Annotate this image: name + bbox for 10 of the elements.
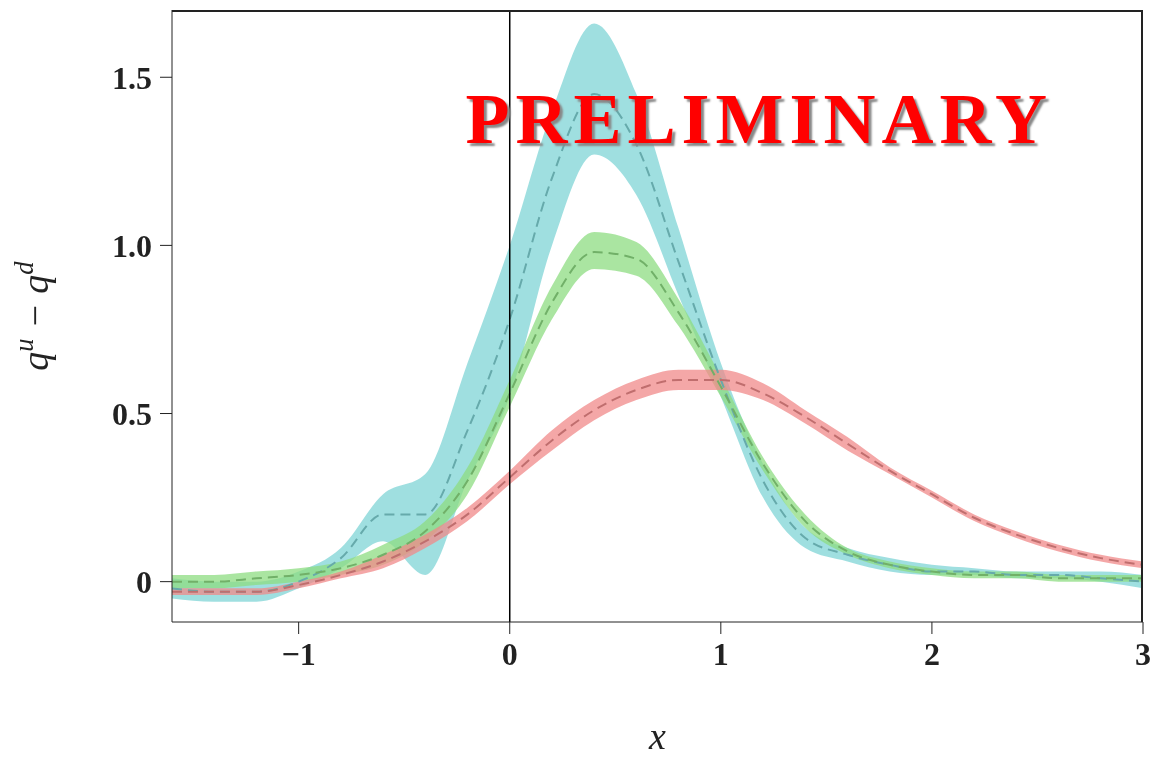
x-tick-label: 2: [923, 635, 940, 672]
y-tick-label: 0.5: [112, 395, 152, 432]
y-tick-label: 0: [136, 564, 152, 601]
x-tick-label: 0: [501, 635, 518, 672]
x-axis-title: x: [648, 715, 667, 757]
x-tick-label: 3: [1135, 635, 1151, 672]
y-tick-label: 1.5: [112, 59, 152, 96]
x-tick-label: 1: [712, 635, 729, 672]
y-tick-label: 1.0: [112, 227, 152, 264]
x-tick-label: −1: [281, 635, 316, 672]
